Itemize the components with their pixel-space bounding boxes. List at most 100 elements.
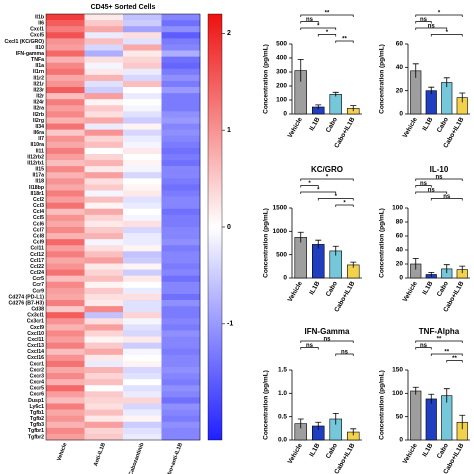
- significance-bracket: [300, 191, 337, 194]
- heatmap-cell: [84, 14, 124, 21]
- significance-bracket: [430, 34, 463, 37]
- significance-bracket: [415, 27, 448, 30]
- heatmap-cell: [46, 220, 85, 228]
- heatmap-cell: [46, 409, 85, 416]
- heatmap-cell: [46, 14, 85, 21]
- error-bar: [297, 418, 304, 429]
- row-label: Cxcl5: [30, 33, 44, 39]
- error-bar: [412, 258, 419, 270]
- y-axis-label: Concentration (pg/mL): [263, 370, 270, 440]
- heatmap-cell: [84, 111, 124, 118]
- heatmap-cell: [46, 257, 85, 264]
- heatmap-cell: [84, 366, 124, 374]
- heatmap-cell: [123, 342, 162, 350]
- heatmap-cell: [123, 415, 162, 423]
- error-bar: [428, 86, 435, 95]
- y-tick-label: 20: [396, 87, 404, 94]
- error-bar: [428, 393, 435, 404]
- significance-bracket: [415, 178, 463, 181]
- row-label: Ccl4: [33, 209, 44, 215]
- heatmap-cell: [84, 245, 124, 252]
- heatmap-cell: [46, 354, 85, 362]
- heatmap-cell: [84, 324, 124, 331]
- heatmap-cell: [161, 190, 201, 197]
- row-label: Cxcr3: [30, 373, 45, 379]
- heatmap-cell: [84, 373, 124, 380]
- heatmap-cell: [84, 391, 124, 398]
- heatmap-cell: [46, 312, 85, 319]
- heatmap-cell: [161, 93, 201, 100]
- significance-label: ns: [443, 194, 451, 200]
- heatmap-cell: [84, 68, 124, 76]
- heatmap-cell: [123, 32, 162, 39]
- heatmap-cell: [84, 178, 124, 185]
- significance-bracket: [300, 27, 337, 30]
- heatmap-cell: [84, 227, 124, 234]
- heatmap-cell: [84, 123, 124, 130]
- heatmap-cell: [84, 415, 124, 423]
- x-tick-label: Cabo: [436, 116, 450, 134]
- heatmap-cell: [123, 318, 162, 325]
- y-tick-label: 20: [396, 261, 404, 268]
- row-label: Il6: [38, 21, 44, 27]
- row-label: Il1rn: [33, 69, 44, 75]
- significance-label: ns: [420, 343, 428, 349]
- heatmap-cell: [46, 202, 85, 210]
- heatmap-cell: [84, 397, 124, 404]
- heatmap-cell: [84, 99, 124, 106]
- heatmap-cell: [161, 135, 201, 143]
- heatmap-cell: [123, 348, 162, 356]
- heatmap-cell: [161, 56, 201, 63]
- row-label: Cxcl1: [30, 27, 44, 33]
- heatmap-cell: [46, 293, 85, 301]
- heatmap-cell: [84, 281, 124, 289]
- heatmap-cell: [161, 38, 201, 45]
- row-label: Il15: [35, 167, 44, 173]
- bar: [311, 244, 325, 279]
- heatmap-cell: [161, 214, 201, 222]
- heatmap-cell: [161, 269, 201, 276]
- x-tick-label: Cabo: [436, 442, 450, 460]
- heatmap-cell: [161, 239, 201, 246]
- significance-bracket: [300, 340, 354, 343]
- heatmap-cell: [84, 62, 124, 70]
- row-label: Il1b: [35, 14, 44, 20]
- y-tick-label: 1.5: [278, 367, 287, 374]
- row-label: Ccl24: [30, 270, 44, 276]
- row-label: Ccl3: [33, 203, 44, 209]
- row-label: Ccr9: [32, 288, 44, 294]
- heatmap-cell: [46, 32, 85, 39]
- heatmap-cell: [84, 409, 124, 416]
- heatmap-cell: [84, 306, 124, 313]
- heatmap-cell: [84, 26, 124, 33]
- x-tick-label: IL1B: [421, 442, 434, 458]
- heatmap-cell: [84, 318, 124, 325]
- heatmap-cell: [161, 251, 201, 258]
- heatmap-cell: [84, 214, 124, 222]
- row-label: Ccl2: [33, 197, 44, 203]
- heatmap-cell: [123, 324, 162, 331]
- heatmap-cell: [46, 233, 85, 240]
- row-label: Il18bp: [29, 185, 44, 191]
- significance-bracket: [430, 198, 463, 201]
- heatmap-cell: [123, 336, 162, 343]
- row-label: Il7: [38, 136, 44, 142]
- heatmap-cell: [46, 227, 85, 234]
- y-tick-label: 150: [392, 367, 403, 374]
- heatmap-cell: [84, 427, 124, 435]
- heatmap-cell: [84, 74, 124, 82]
- heatmap-cell: [161, 99, 201, 106]
- x-tick-label: Vehicle: [402, 116, 419, 139]
- heatmap-cell: [161, 409, 201, 416]
- significance-bracket: [415, 21, 432, 24]
- error-bar: [297, 59, 304, 82]
- heatmap-cell: [161, 397, 201, 404]
- bar: [329, 94, 342, 115]
- heatmap-cell: [46, 263, 85, 270]
- heatmap-cell: [123, 421, 162, 429]
- heatmap-cell: [84, 385, 124, 392]
- row-label: Tgfb3: [30, 422, 44, 428]
- row-label: Cd274 (PD-L1): [9, 294, 45, 300]
- heatmap-cell: [123, 233, 162, 240]
- significance-bracket: [430, 353, 463, 356]
